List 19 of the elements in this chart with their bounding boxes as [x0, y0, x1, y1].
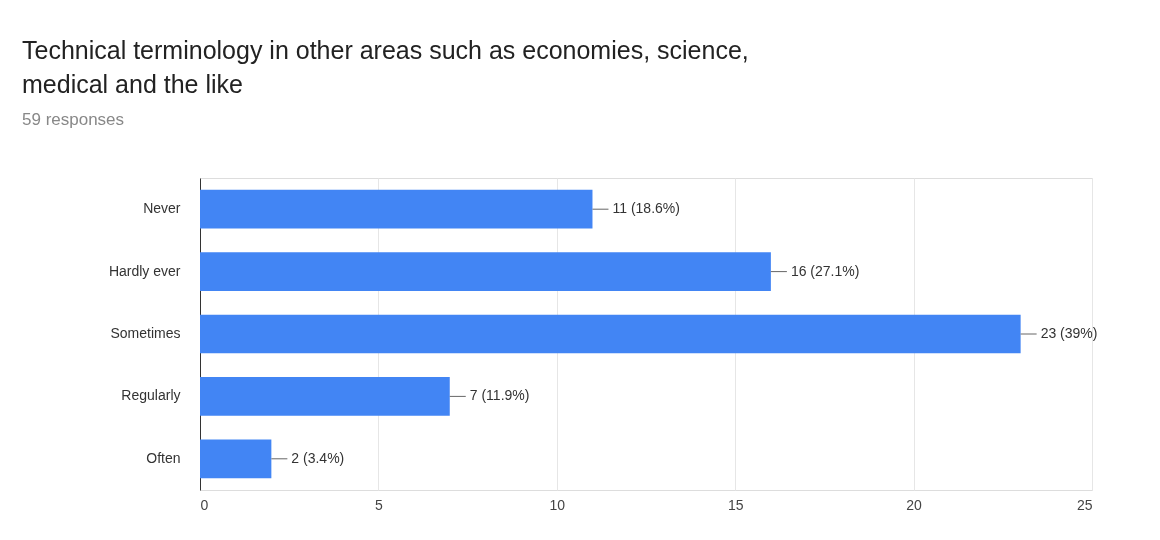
x-tick-label: 20 — [906, 496, 923, 513]
y-tick-label: Often — [146, 449, 181, 466]
data-label: 23 (39%) — [1040, 325, 1098, 341]
x-tick-label: 10 — [549, 496, 566, 513]
x-tick-label: 15 — [727, 496, 744, 513]
x-tick-label: 0 — [200, 496, 209, 513]
x-tick-label: 25 — [1076, 496, 1093, 513]
chart-subtitle: 59 responses — [22, 110, 125, 129]
text: Technical terminology in other areas such as economies, science, — [22, 36, 749, 64]
x-tick-label: 5 — [375, 496, 383, 513]
data-label: 7 (11.9%) — [469, 387, 530, 404]
y-tick-label: Regularly — [121, 387, 181, 404]
y-tick-label: Sometimes — [110, 325, 181, 341]
text: medical and the like — [22, 70, 243, 98]
data-label: 2 (3.4%) — [291, 449, 345, 466]
y-tick-label: Hardly ever — [108, 262, 181, 279]
data-label: 16 (27.1%) — [790, 262, 860, 279]
y-tick-label: Never — [143, 200, 181, 217]
data-label: 11 (18.6%) — [612, 200, 680, 217]
